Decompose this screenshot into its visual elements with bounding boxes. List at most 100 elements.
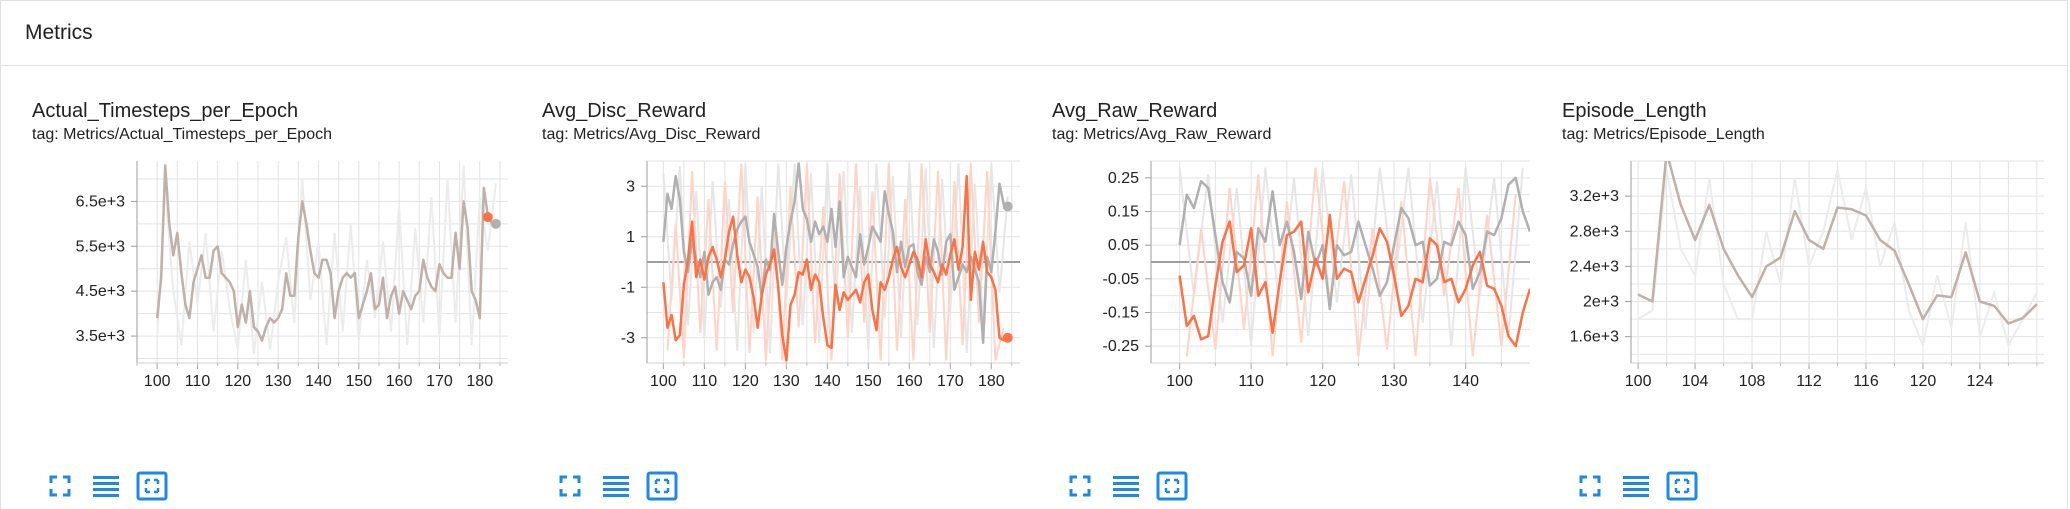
y-tick-label: 0.05 <box>1108 237 1139 254</box>
y-tick-label: -0.05 <box>1103 271 1140 288</box>
y-tick-label: 2.4e+3 <box>1570 258 1619 275</box>
section-title: Metrics <box>25 21 93 44</box>
card-tag: tag: Metrics/Avg_Disc_Reward <box>542 126 761 143</box>
card-title: Avg_Disc_Reward <box>542 100 707 122</box>
plot-area <box>155 164 497 355</box>
raw-series-line <box>1185 167 1517 357</box>
line-chart[interactable]: 100 110 120 130 140 150 160 170 180 -3 -1 1 3 <box>534 98 1034 468</box>
y-tick-label: 0.25 <box>1108 170 1139 187</box>
y-tick-label: 1 <box>626 229 635 246</box>
series-end-point <box>1002 332 1013 343</box>
series-line <box>1637 161 2038 325</box>
chart-card-avg-disc-reward: Avg_Disc_Reward tag: Metrics/Avg_Disc_Re… <box>534 98 1034 508</box>
fullscreen-icon[interactable] <box>1064 470 1096 502</box>
x-tick-label: 100 <box>144 373 171 390</box>
x-tick-label: 130 <box>773 373 800 390</box>
fit-domain-icon[interactable] <box>1666 470 1698 502</box>
x-tick-label: 180 <box>978 373 1005 390</box>
card-title: Episode_Length <box>1562 100 1707 122</box>
plot-area <box>662 162 1009 362</box>
y-tick-label: 4.5e+3 <box>76 283 125 300</box>
fullscreen-icon[interactable] <box>1574 470 1606 502</box>
series-line <box>1178 176 1530 311</box>
y-tick-label: 3.5e+3 <box>76 328 125 345</box>
x-tick-label: 180 <box>466 373 493 390</box>
card-title: Actual_Timesteps_per_Epoch <box>32 100 299 122</box>
fit-domain-icon[interactable] <box>646 470 678 502</box>
x-tick-label: 120 <box>732 373 759 390</box>
x-tick-label: 160 <box>386 373 413 390</box>
x-tick-label: 110 <box>185 373 211 390</box>
x-tick-label: 140 <box>1452 373 1479 390</box>
section-header[interactable]: Metrics <box>0 0 2068 66</box>
y-tick-label: -0.25 <box>1103 338 1140 355</box>
x-tick-label: 150 <box>855 373 882 390</box>
section-body <box>0 66 2068 509</box>
raw-series-line <box>156 165 497 355</box>
x-tick-label: 100 <box>650 373 677 390</box>
fullscreen-icon[interactable] <box>554 470 586 502</box>
y-tick-label: 1.6e+3 <box>1570 329 1619 346</box>
x-tick-label: 120 <box>1910 373 1937 390</box>
fit-domain-icon[interactable] <box>136 470 168 502</box>
card-tag: tag: Metrics/Episode_Length <box>1562 126 1765 143</box>
raw-series-line <box>662 163 1009 353</box>
y-tick-label: 0.15 <box>1108 204 1139 221</box>
card-tag: tag: Metrics/Actual_Timesteps_per_Epoch <box>32 126 332 143</box>
series-line <box>155 164 496 342</box>
y-tick-label: 6.5e+3 <box>76 193 125 210</box>
x-tick-label: 108 <box>1739 373 1766 390</box>
line-chart[interactable]: 100 104 108 112 116 120 124 1.6e+3 2e+3 2.4e+3 2.8… <box>1554 98 2054 468</box>
raw-series-line <box>1637 169 2038 349</box>
x-tick-label: 104 <box>1682 373 1709 390</box>
raw-series-line <box>666 163 1005 361</box>
y-tick-label: 5.5e+3 <box>76 238 125 255</box>
x-tick-label: 170 <box>426 373 453 390</box>
y-tick-label: 3 <box>626 178 635 195</box>
fullscreen-icon[interactable] <box>44 470 76 502</box>
fit-domain-icon[interactable] <box>1156 470 1188 502</box>
chart-card-episode-length: Episode_Length tag: Metrics/Episode_Leng… <box>1554 98 2054 508</box>
series-line <box>662 162 1009 345</box>
chart-card-actual-timesteps: Actual_Timesteps_per_Epoch tag: Metrics/… <box>24 98 524 508</box>
y-tick-label: 2.8e+3 <box>1570 223 1619 240</box>
x-tick-label: 160 <box>896 373 923 390</box>
chart-card-avg-raw-reward: Avg_Raw_Reward tag: Metrics/Avg_Raw_Rewa… <box>1044 98 1544 508</box>
list-icon[interactable] <box>1620 470 1652 502</box>
x-tick-label: 110 <box>1238 373 1264 390</box>
plot-area <box>1637 161 2038 349</box>
y-tick-label: -3 <box>621 330 635 347</box>
y-tick-label: 2e+3 <box>1583 294 1619 311</box>
x-tick-label: 116 <box>1853 373 1879 390</box>
list-icon[interactable] <box>90 470 122 502</box>
plot-area <box>1178 167 1530 357</box>
x-tick-label: 150 <box>345 373 372 390</box>
series-end-point <box>482 212 493 223</box>
x-tick-label: 130 <box>1381 373 1408 390</box>
x-tick-label: 124 <box>1967 373 1994 390</box>
x-tick-label: 170 <box>937 373 964 390</box>
card-tag: tag: Metrics/Avg_Raw_Reward <box>1052 126 1272 143</box>
series-line <box>1178 213 1530 348</box>
y-tick-label: -1 <box>621 279 635 296</box>
line-chart[interactable]: 100 110 120 130 140 150 160 170 180 3.5e+3 4.5e+3 5… <box>24 98 524 468</box>
series-end-point <box>1002 201 1013 212</box>
x-tick-label: 140 <box>305 373 332 390</box>
x-tick-label: 120 <box>224 373 251 390</box>
raw-series-line <box>1178 167 1524 347</box>
series-end-point <box>490 218 501 229</box>
list-icon[interactable] <box>600 470 632 502</box>
x-tick-label: 110 <box>692 373 718 390</box>
x-tick-label: 130 <box>265 373 292 390</box>
x-tick-label: 140 <box>814 373 841 390</box>
x-tick-label: 120 <box>1309 373 1336 390</box>
card-title: Avg_Raw_Reward <box>1052 100 1218 122</box>
x-tick-label: 100 <box>1166 373 1193 390</box>
x-tick-label: 112 <box>1796 373 1822 390</box>
series-line <box>662 174 1009 362</box>
y-tick-label: 3.2e+3 <box>1570 188 1619 205</box>
list-icon[interactable] <box>1110 470 1142 502</box>
line-chart[interactable]: 100 110 120 130 140 -0.25 -0.15 -0.05 0.05 0.15 0.… <box>1044 98 1544 468</box>
y-tick-label: -0.15 <box>1103 305 1140 322</box>
x-tick-label: 100 <box>1625 373 1652 390</box>
